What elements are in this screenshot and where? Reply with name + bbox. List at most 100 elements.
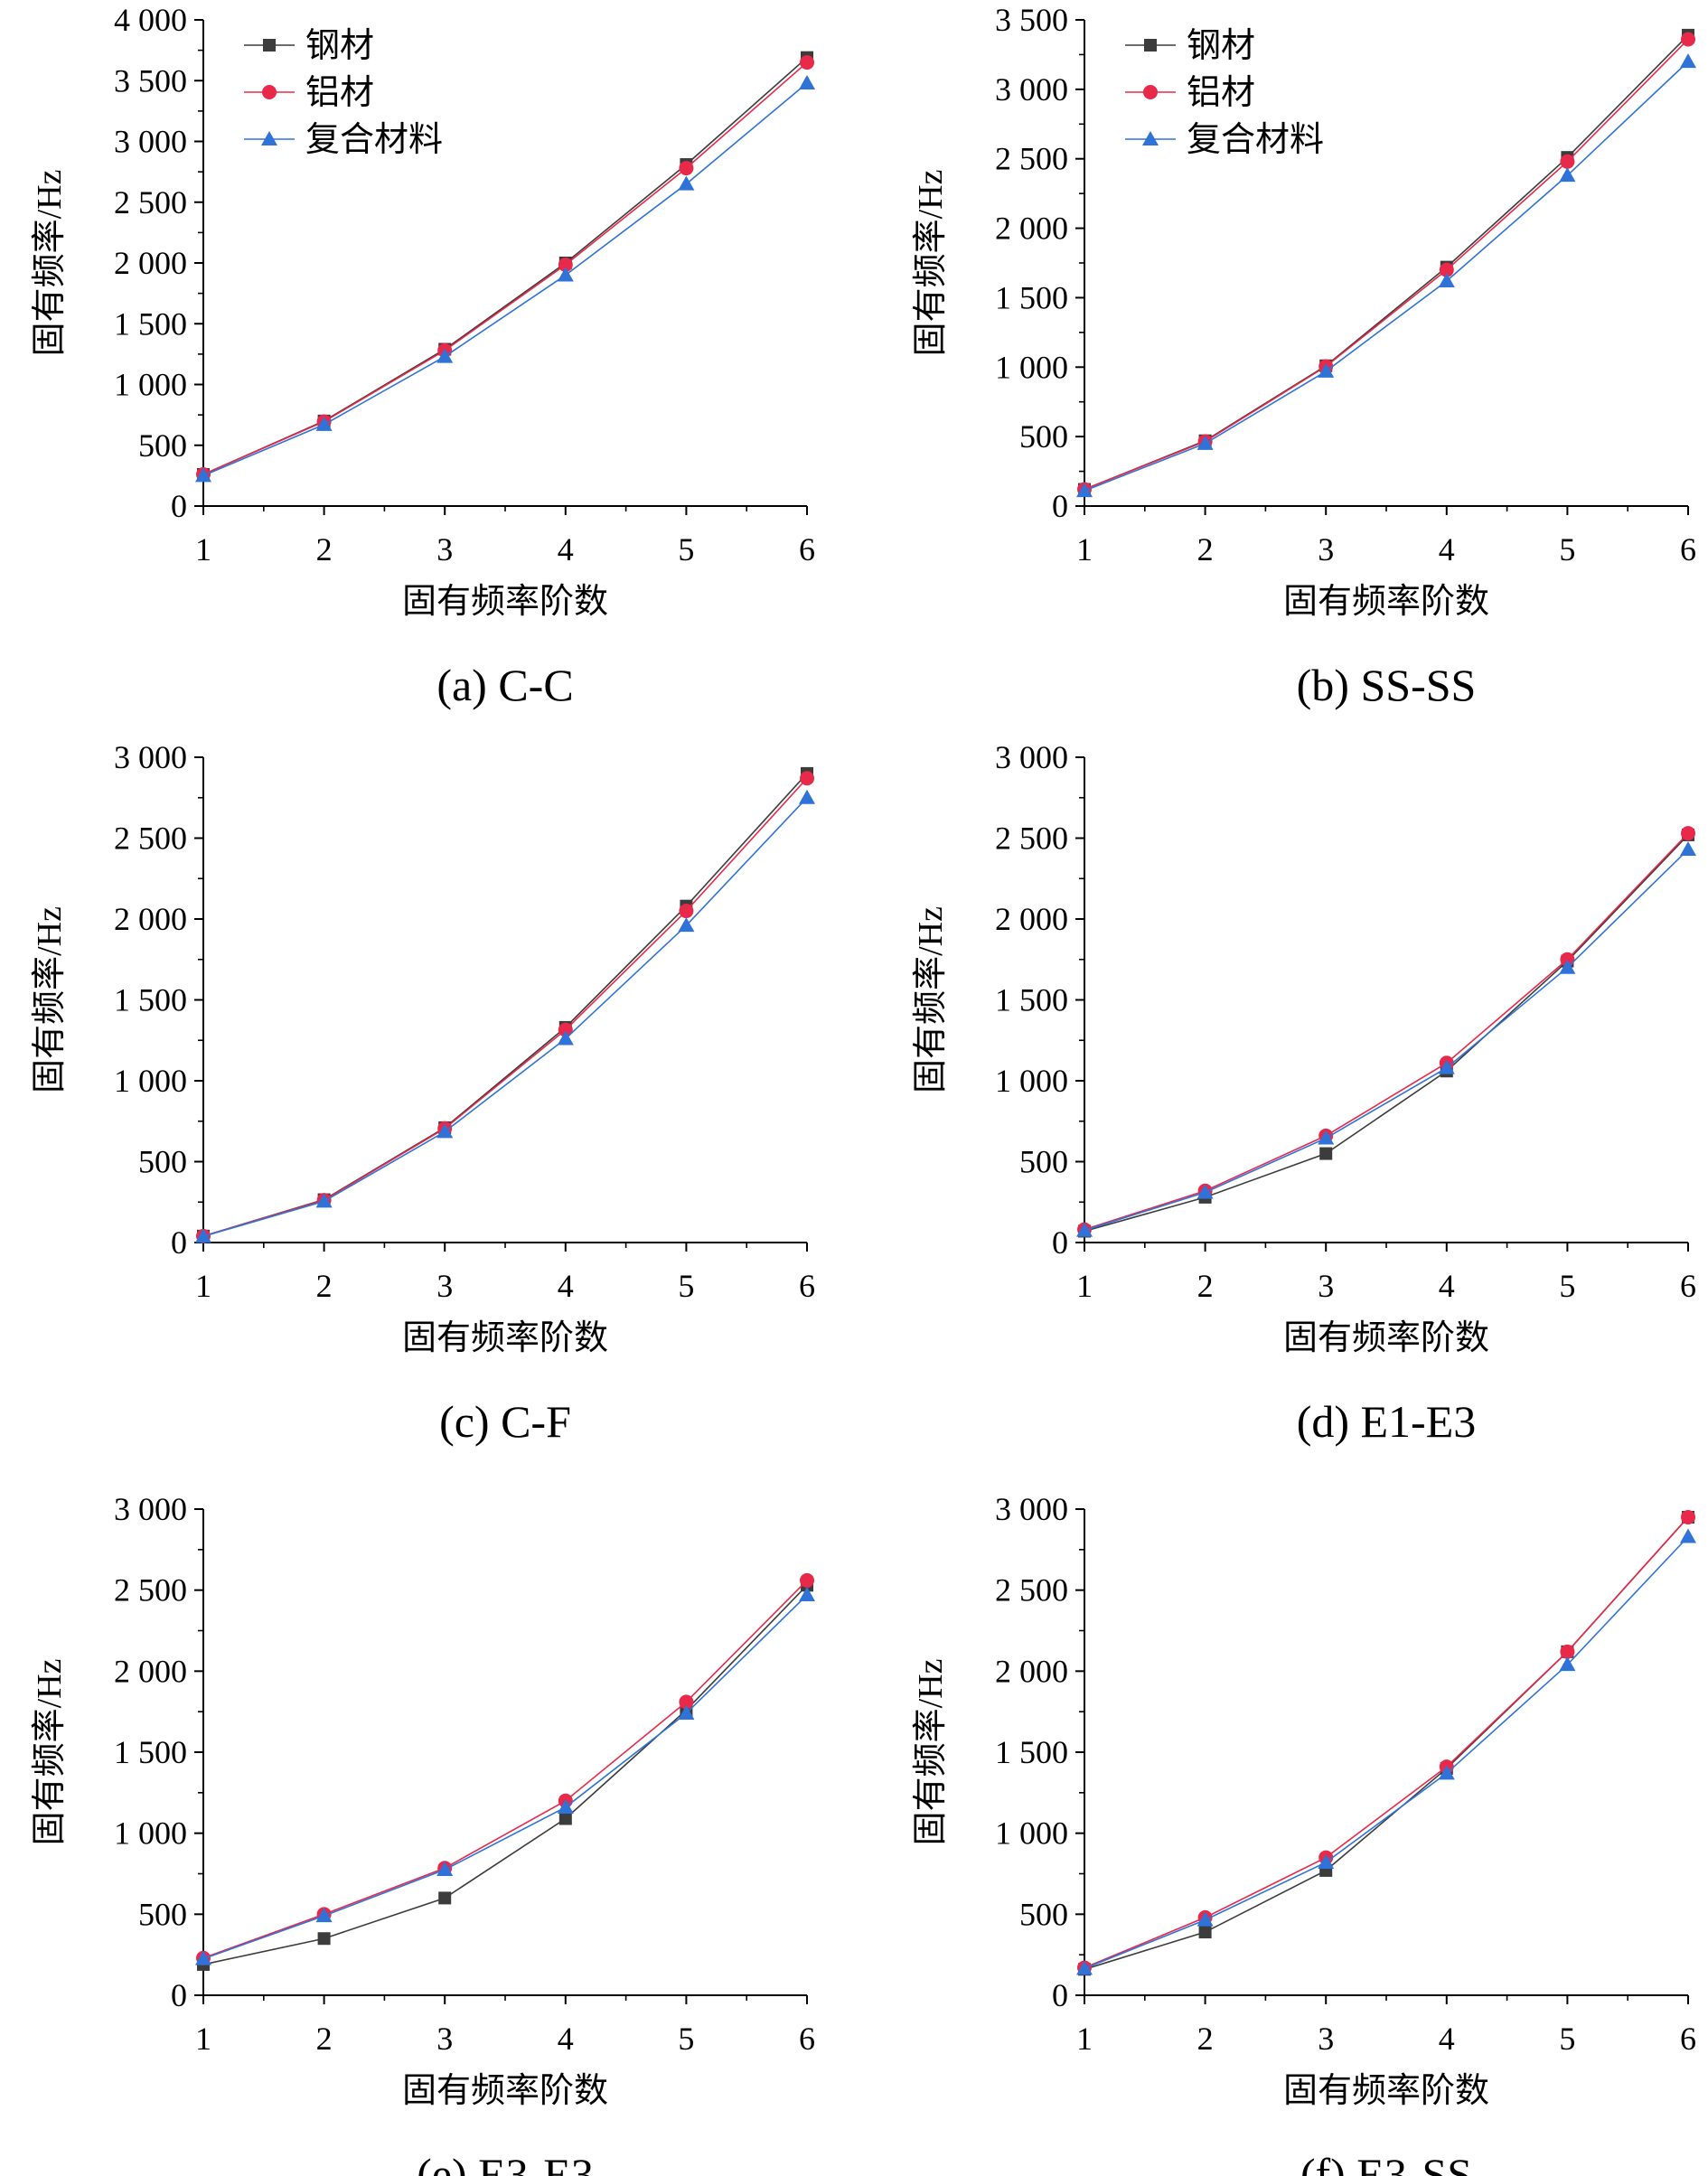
legend-label: 钢材 <box>305 27 374 65</box>
x-tick-label: 4 <box>558 1268 574 1304</box>
data-point-triangle <box>315 1193 333 1208</box>
chart-panel-2: 0 500 1 000 1 500 2 000 2 500 3 000 3 500 1 2 3 4 5 6… <box>912 2 1696 710</box>
data-point-triangle <box>678 175 695 191</box>
data-point-circle <box>679 1694 694 1710</box>
data-point-square <box>1319 1147 1333 1160</box>
series-triangle <box>1076 53 1696 498</box>
data-point-circle <box>1681 32 1695 47</box>
x-tick-label: 3 <box>1318 2021 1334 2057</box>
x-axis-title: 固有频率阶数 <box>1283 1319 1489 1357</box>
y-tick-label: 0 <box>171 1977 187 2013</box>
x-tick-label: 4 <box>1439 2021 1455 2057</box>
chart-panel-5: 0 500 1 000 1 500 2 000 2 500 3 000 1 2 3 4 5 6 固有频率阶… <box>31 1491 815 2176</box>
series-triangle <box>195 74 815 483</box>
series-circle <box>196 55 814 483</box>
series-line <box>202 797 808 1237</box>
series-circle <box>196 1572 814 1965</box>
x-tick-label: 1 <box>195 1268 211 1304</box>
data-point-triangle <box>1559 1656 1576 1672</box>
x-tick-label: 4 <box>1439 1268 1455 1304</box>
data-point-triangle <box>1680 841 1696 857</box>
data-point-triangle <box>195 1950 211 1965</box>
y-tick-label: 1 500 <box>114 305 187 342</box>
y-tick-label: 3 000 <box>995 71 1068 108</box>
data-point-triangle <box>1076 1222 1093 1237</box>
y-tick-label: 500 <box>138 1144 187 1180</box>
x-tick-label: 2 <box>316 531 333 567</box>
legend-marker-circle <box>1143 85 1158 99</box>
y-tick-label: 0 <box>1052 1977 1068 2013</box>
legend-label: 钢材 <box>1187 27 1255 65</box>
y-tick-label: 0 <box>171 488 187 524</box>
y-tick-label: 0 <box>1052 488 1068 524</box>
y-tick-label: 2 000 <box>995 901 1068 937</box>
x-tick-label: 6 <box>799 2021 815 2057</box>
y-tick-label: 2 500 <box>995 1572 1068 1609</box>
series-line <box>202 1594 808 1960</box>
y-tick-label: 500 <box>138 1896 187 1932</box>
data-point-triangle <box>1438 272 1455 287</box>
y-tick-label: 2 500 <box>114 1572 187 1609</box>
legend-marker-circle <box>262 85 277 99</box>
legend-label: 铝材 <box>1187 74 1255 112</box>
data-point-circle <box>558 258 573 273</box>
y-tick-label: 2 000 <box>114 245 187 281</box>
data-point-triangle <box>1438 1059 1455 1074</box>
data-point-triangle <box>315 1908 333 1923</box>
data-point-triangle <box>1076 1960 1093 1975</box>
y-tick-label: 500 <box>1019 1896 1068 1932</box>
series-line <box>1084 61 1689 492</box>
series-circle <box>1077 32 1695 497</box>
x-axis-title: 固有频率阶数 <box>402 1319 608 1357</box>
y-tick-label: 3 000 <box>114 124 187 160</box>
y-tick-label: 2 500 <box>995 821 1068 857</box>
data-point-triangle <box>1680 1528 1696 1543</box>
data-point-circle <box>1560 1644 1575 1659</box>
data-point-triangle <box>799 74 815 89</box>
y-tick-label: 1 000 <box>114 1063 187 1099</box>
x-tick-label: 6 <box>1680 531 1696 567</box>
x-tick-label: 2 <box>316 1268 333 1304</box>
y-tick-label: 1 000 <box>995 1063 1068 1099</box>
x-axis-title: 固有频率阶数 <box>1283 2072 1489 2110</box>
y-tick-label: 2 000 <box>995 211 1068 247</box>
x-tick-label: 2 <box>316 2021 333 2057</box>
x-axis-title: 固有频率阶数 <box>402 2072 608 2110</box>
data-point-circle <box>800 771 814 786</box>
x-tick-label: 1 <box>195 2021 211 2057</box>
series-line <box>1084 1516 1689 1971</box>
chart-panel-6: 0 500 1 000 1 500 2 000 2 500 3 000 1 2 3 4 5 6 固有频率阶… <box>912 1491 1696 2176</box>
data-point-triangle <box>557 1030 574 1046</box>
y-axis-title: 固有频率/Hz <box>31 906 69 1093</box>
y-tick-label: 3 000 <box>114 1491 187 1527</box>
y-tick-label: 1 000 <box>114 1815 187 1852</box>
x-tick-label: 1 <box>1076 531 1093 567</box>
x-tick-label: 5 <box>1559 2021 1575 2057</box>
chart-panel-4: 0 500 1 000 1 500 2 000 2 500 3 000 1 2 3 4 5 6 固有频率阶… <box>912 739 1696 1447</box>
x-tick-label: 2 <box>1197 531 1214 567</box>
data-point-triangle <box>1197 1911 1214 1927</box>
panel-caption: (a) C-C <box>436 660 573 710</box>
data-point-triangle <box>315 416 333 431</box>
y-tick-label: 1 500 <box>995 279 1068 315</box>
legend-marker-square <box>263 39 276 52</box>
y-tick-label: 1 000 <box>995 349 1068 385</box>
series-line <box>202 61 808 475</box>
data-point-triangle <box>1438 1765 1455 1780</box>
series-line <box>202 1584 808 1965</box>
y-axis-title: 固有频率/Hz <box>912 906 950 1093</box>
y-tick-label: 3 000 <box>114 739 187 775</box>
x-tick-label: 3 <box>1318 531 1334 567</box>
series-line <box>1084 34 1689 491</box>
y-axis-title: 固有频率/Hz <box>31 1659 69 1846</box>
data-point-triangle <box>195 1228 211 1243</box>
legend-label: 铝材 <box>305 74 374 112</box>
y-tick-label: 3 000 <box>995 1491 1068 1527</box>
data-point-square <box>438 1891 452 1905</box>
series-line <box>202 1580 808 1959</box>
series-line <box>1084 849 1689 1232</box>
x-tick-label: 5 <box>1559 1268 1575 1304</box>
data-point-circle <box>679 161 694 176</box>
data-point-triangle <box>678 1704 695 1720</box>
